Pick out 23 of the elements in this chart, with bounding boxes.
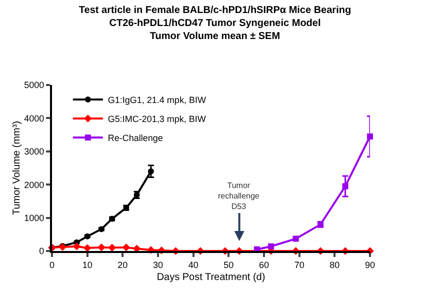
x-tick-label: 10 [82,260,92,270]
x-tick-label: 20 [118,260,128,270]
chart-title: Test article in Female BALB/c-hPD1/hSIRPα Mice Bearing CT26-hPDL1/hCD47 Tumor Syngeneic Model Tumor Volume mean ± SEM [78,5,352,42]
x-tick-label: 40 [188,260,198,270]
y-axis-title: Tumor Volume (mm³) [12,120,23,216]
y-tick-label: 3000 [24,146,44,157]
x-tick-label: 60 [258,260,270,270]
legend-label: G1:IgG1, 21.4 mpk, BIW [108,95,206,106]
y-tick-label: 0 [39,246,44,256]
y-tick-label: 5000 [24,80,44,90]
y-tick-label: 4000 [24,113,44,124]
x-tick-label: 0 [49,260,55,270]
x-tick-label: 90 [364,260,376,270]
x-tick-label: 80 [330,260,340,270]
y-tick-label: 1000 [24,212,44,223]
x-tick-label: 30 [152,260,164,270]
legend-label: Re-Challenge [108,133,163,144]
x-axis-title: Days Post Treatment (d) [156,272,266,283]
x-tick-label: 70 [294,260,304,270]
legend-label: G5:IMC-201,3 mpk, BIW [108,114,206,124]
y-tick-label: 2000 [24,180,44,190]
x-tick-label: 50 [224,260,234,270]
annotation: Tumor rechallenge D53 [218,181,260,211]
